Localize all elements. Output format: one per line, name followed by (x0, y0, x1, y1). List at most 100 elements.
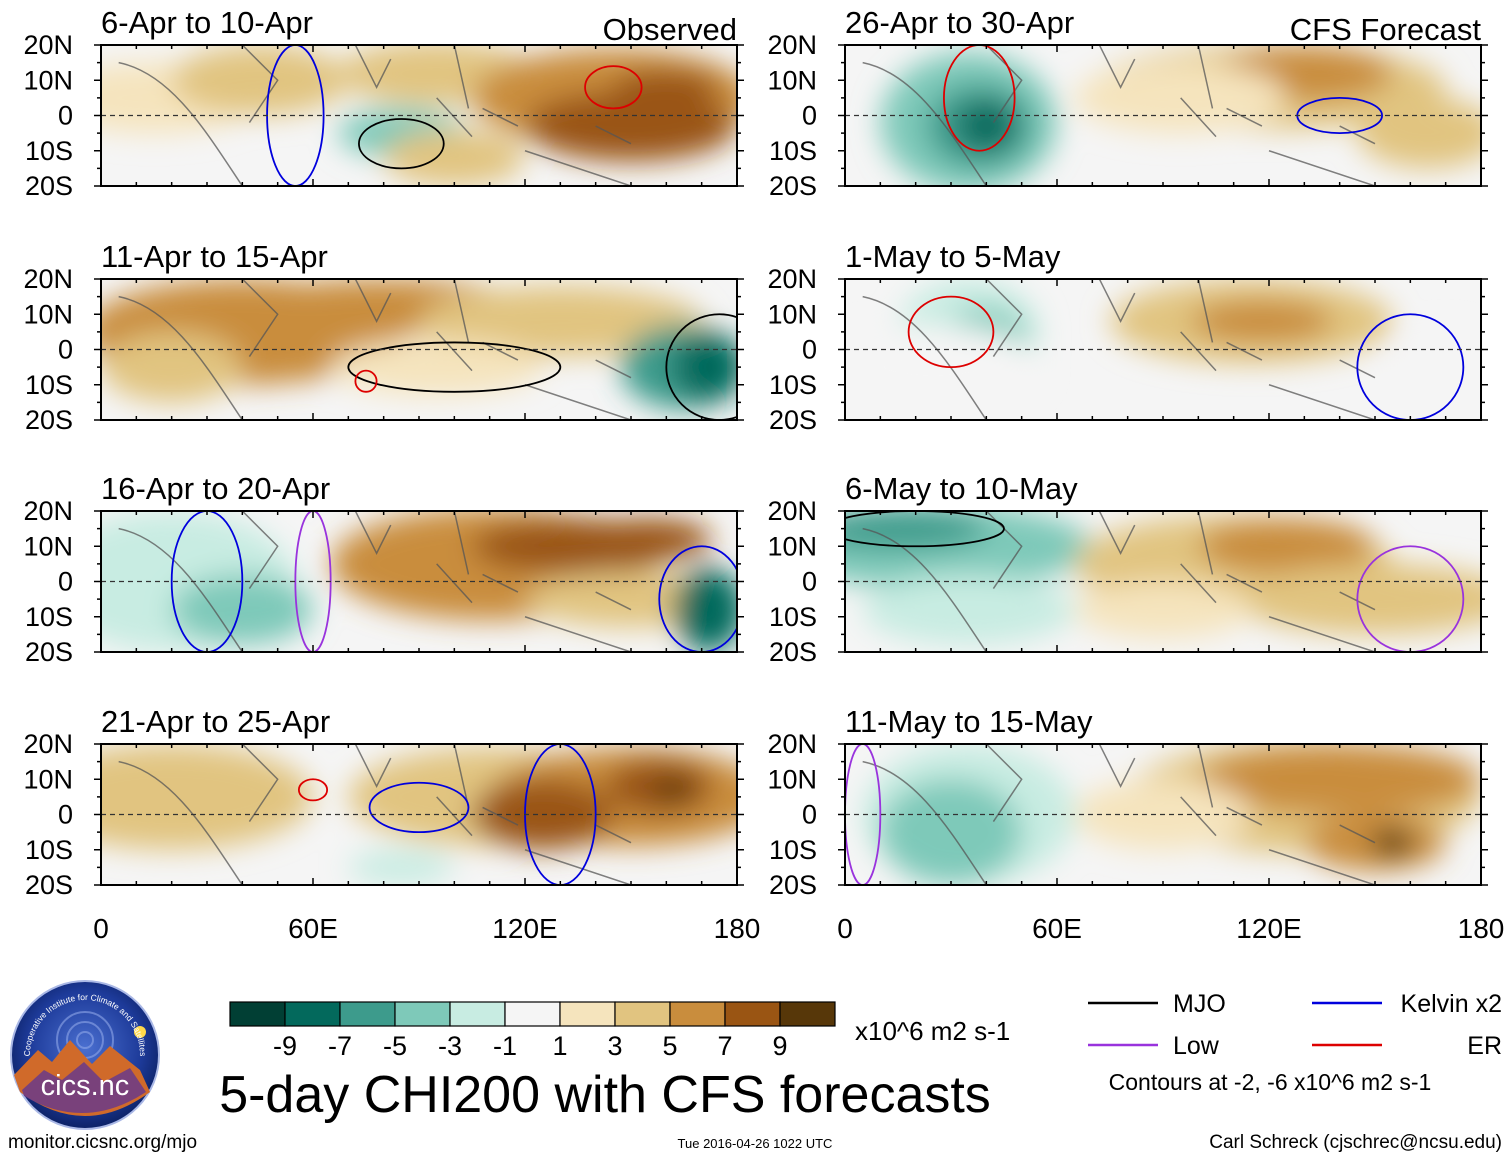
x-tick-label: 180 (1458, 913, 1505, 944)
colorbar-tick-label: 1 (552, 1031, 567, 1061)
wave-contour (368, 781, 470, 834)
wave-contour (943, 45, 1016, 152)
x-tick-label: 0 (837, 913, 853, 944)
anomaly-blob (958, 101, 1015, 151)
panel-observed-4: 20N 10N 0 10S 20S 21-Apr to 25-Apr (23, 704, 744, 900)
y-tick-label: 0 (802, 335, 817, 365)
cicsnc-logo: cics.nc Cooperative Institute for Climat… (10, 980, 160, 1130)
y-tick-label: 10S (769, 835, 817, 865)
x-tick-label: 120E (1236, 913, 1301, 944)
coastlines (118, 511, 632, 652)
wave-contour (658, 545, 737, 652)
legend-label: ER (1467, 1032, 1502, 1060)
y-tick-label: 20S (25, 405, 73, 435)
wave-contour (297, 778, 329, 802)
panel-forecast-3: 20N 10N 0 10S 20S 6-May to 10-May (767, 471, 1488, 667)
y-tick-label: 20S (769, 171, 817, 201)
y-tick-label: 10S (25, 602, 73, 632)
anomaly-blob (1371, 828, 1414, 857)
y-tick-label: 10N (23, 531, 73, 561)
y-tick-label: 20S (769, 637, 817, 667)
colorbar-swatch (504, 1001, 561, 1027)
colorbar-swatch (284, 1001, 341, 1027)
footer-url: monitor.cicsnc.org/mjo (8, 1132, 197, 1153)
anomaly-blob (845, 324, 1040, 410)
colorbar-swatch (449, 1001, 506, 1027)
y-tick-label: 10N (23, 764, 73, 794)
anomaly-blob (673, 567, 737, 652)
anomaly-blob (613, 69, 720, 105)
anomaly-blob (101, 331, 243, 403)
panel-title: 1-May to 5-May (845, 239, 1061, 274)
anomaly-blob (330, 338, 543, 396)
coastlines (862, 511, 1376, 652)
y-tick-label: 20N (767, 729, 817, 759)
y-tick-label: 10N (767, 764, 817, 794)
panel-title: 21-Apr to 25-Apr (101, 704, 330, 739)
colorbar-tick-label: 3 (607, 1031, 622, 1061)
y-tick-label: 20N (23, 729, 73, 759)
panel-title: 6-Apr to 10-Apr (101, 5, 313, 40)
panel-title: 6-May to 10-May (845, 471, 1078, 506)
column-label: CFS Forecast (1290, 12, 1482, 47)
anomaly-blob (419, 286, 702, 357)
y-tick-label: 0 (58, 101, 73, 131)
coastlines (862, 744, 1376, 885)
colorbar-swatch (339, 1001, 396, 1027)
colorbar-swatch (779, 1001, 836, 1027)
y-tick-label: 10S (25, 370, 73, 400)
colorbar-tick-label: 7 (717, 1031, 732, 1061)
wave-contour (845, 511, 1005, 548)
panel-forecast-1: 20N 10N 0 10S 20S 26-Apr to 30-Apr CFS Forecas… (767, 5, 1488, 201)
y-tick-label: 10N (767, 65, 817, 95)
y-tick-label: 0 (802, 800, 817, 830)
y-tick-label: 20S (25, 637, 73, 667)
anomaly-blob (652, 779, 695, 801)
y-tick-label: 20S (769, 405, 817, 435)
colorbar-swatch (229, 1001, 286, 1027)
colorbar-tick-label: -9 (273, 1031, 297, 1061)
legend-item-kelvin-x2: Kelvin x2 (1312, 990, 1502, 1018)
panel-title: 11-Apr to 15-Apr (101, 239, 328, 274)
y-tick-label: 20N (767, 30, 817, 60)
footer-author: Carl Schreck (cjschrec@ncsu.edu) (1209, 1132, 1502, 1153)
legend-label: MJO (1173, 990, 1226, 1018)
column-label: Observed (603, 12, 737, 47)
colorbar-swatch (614, 1001, 671, 1027)
anomaly-blob (862, 574, 1075, 645)
coastlines (118, 744, 632, 885)
wave-contour (1356, 313, 1465, 420)
colorbar-swatch (559, 1001, 616, 1027)
colorbar-tick-label: 5 (662, 1031, 677, 1061)
y-tick-label: 20N (23, 264, 73, 294)
wave-contour (358, 118, 445, 170)
y-tick-label: 20N (767, 496, 817, 526)
anomaly-blob (1198, 744, 1481, 815)
anomaly-blob (845, 511, 987, 550)
x-tick-label: 120E (492, 913, 557, 944)
y-tick-label: 10S (769, 370, 817, 400)
y-tick-label: 20S (25, 171, 73, 201)
anomaly-blob (171, 45, 349, 116)
anomaly-blob (1074, 581, 1252, 638)
legend-item-low: Low (1088, 1032, 1220, 1060)
panel-title: 16-Apr to 20-Apr (101, 471, 330, 506)
y-tick-label: 0 (58, 335, 73, 365)
y-tick-label: 10N (767, 299, 817, 329)
y-tick-label: 10N (23, 65, 73, 95)
coastlines (862, 45, 1376, 186)
y-tick-label: 20N (23, 496, 73, 526)
wave-contour (1356, 545, 1465, 652)
panel-observed-3: 20N 10N 0 10S 20S 16-Apr to 20-Apr (23, 471, 744, 667)
chart-title: 5-day CHI200 with CFS forecasts (219, 1066, 991, 1124)
wave-contour (170, 511, 244, 652)
anomaly-field (845, 511, 1481, 652)
y-tick-label: 10S (25, 835, 73, 865)
y-tick-label: 10S (769, 602, 817, 632)
wave-contour (354, 369, 378, 393)
legend-label: Low (1173, 1032, 1220, 1060)
logo-text: cics.nc (41, 1070, 130, 1102)
contour-note: Contours at -2, -6 x10^6 m2 s-1 (1109, 1069, 1432, 1095)
colorbar-tick-label: -7 (328, 1031, 352, 1061)
